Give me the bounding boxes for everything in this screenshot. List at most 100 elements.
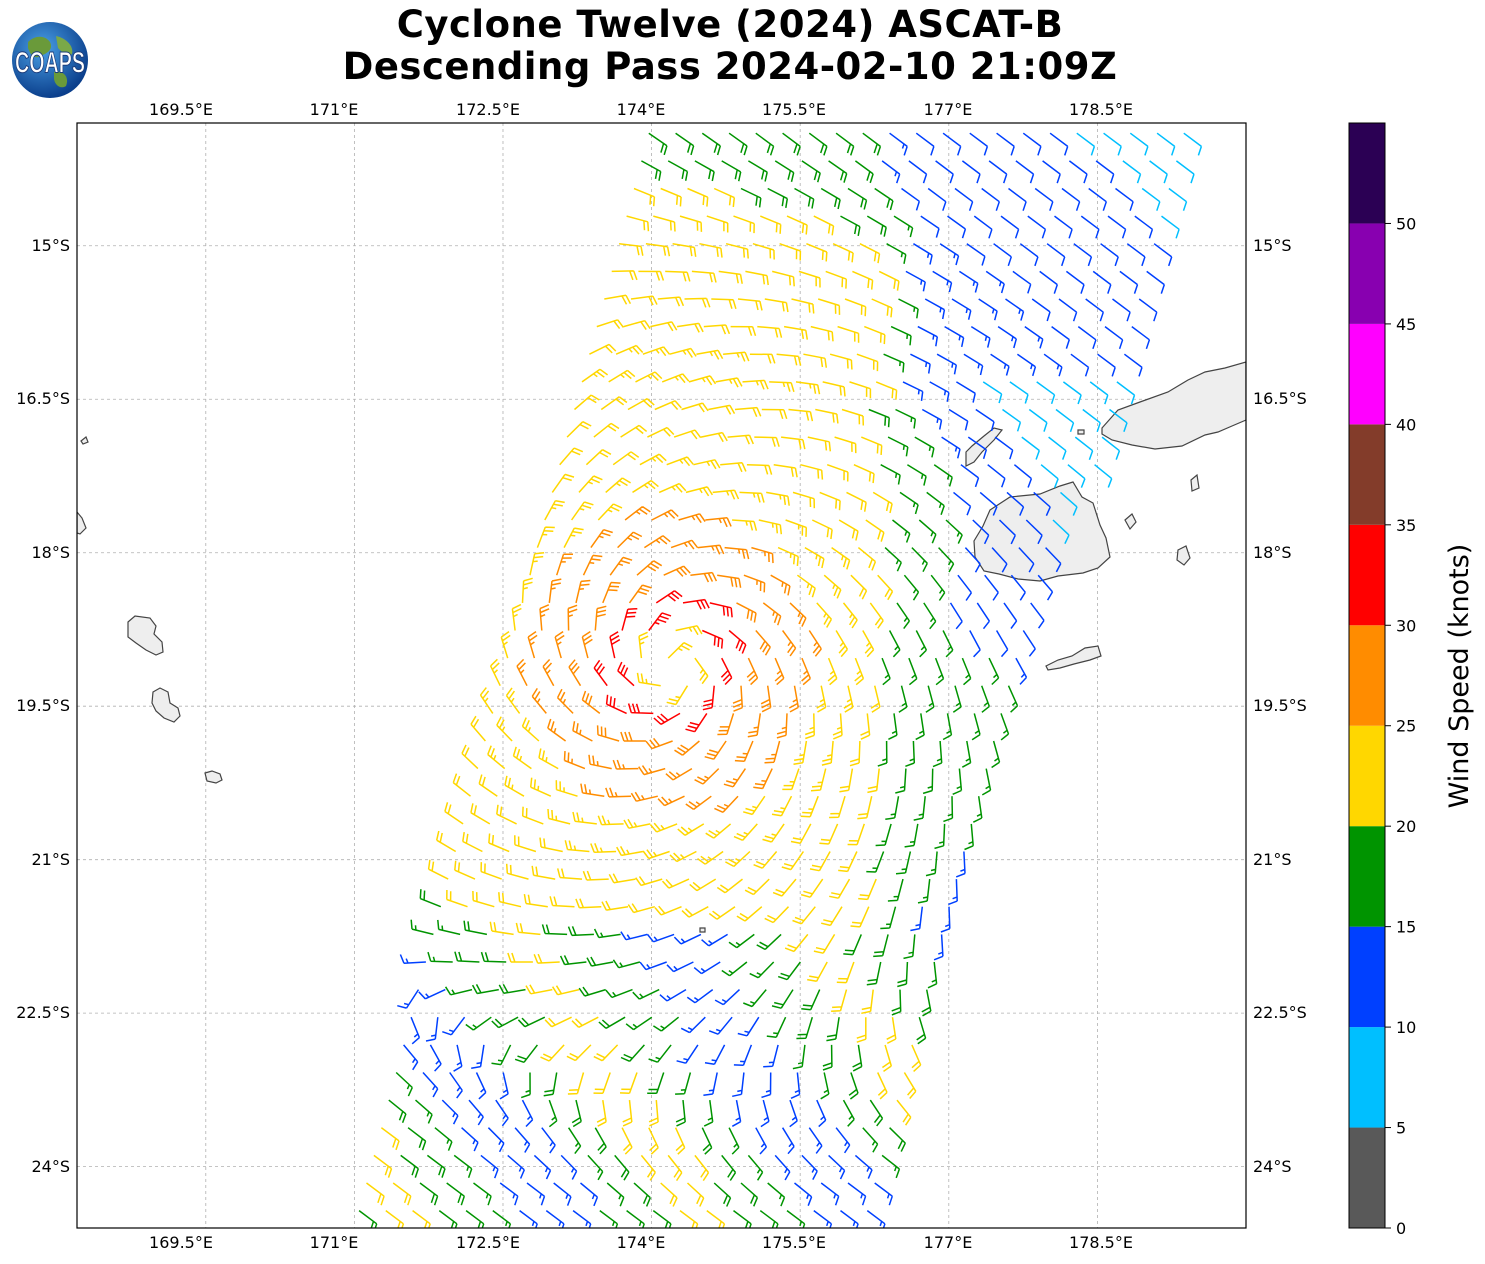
wind-barb <box>1094 464 1113 488</box>
wind-barb <box>659 988 687 1002</box>
wind-barb <box>666 456 694 467</box>
wind-barb <box>566 1044 592 1062</box>
wind-barb <box>680 1016 706 1034</box>
wind-barb <box>874 1182 894 1206</box>
wind-barb <box>679 1210 699 1228</box>
wind-barb <box>395 1071 413 1097</box>
top-lon-tick-label: 172.5°E <box>456 100 520 119</box>
wind-barb <box>941 436 961 459</box>
wind-barb <box>660 187 682 207</box>
wind-barb <box>776 353 802 366</box>
wind-barb <box>786 1210 806 1228</box>
wind-barb <box>670 539 699 550</box>
wind-barb <box>885 796 900 821</box>
wind-barb <box>590 843 617 854</box>
wind-barb <box>454 860 476 880</box>
wind-barb <box>838 519 859 541</box>
wind-barb <box>446 889 468 908</box>
wind-barb <box>679 215 703 232</box>
wind-barb <box>854 160 874 184</box>
wind-barb <box>861 436 883 455</box>
wind-barb <box>614 1154 630 1181</box>
map-plot-area <box>77 123 1246 1228</box>
wind-barb <box>505 863 529 880</box>
right-lat-tick-label: 18°S <box>1253 543 1292 562</box>
wind-barb <box>685 486 714 497</box>
wind-barb <box>731 1099 742 1127</box>
wind-barb <box>967 436 988 460</box>
wind-barb <box>388 1099 407 1124</box>
wind-barb <box>1141 187 1161 211</box>
wind-barb <box>627 398 655 411</box>
wind-barb <box>615 344 644 355</box>
wind-barb <box>563 751 586 770</box>
wind-barb <box>553 1182 572 1206</box>
wind-barb <box>760 685 772 713</box>
wind-barb <box>596 1099 607 1127</box>
wind-barb <box>842 1099 855 1127</box>
wind-barb <box>932 270 953 293</box>
wind-barb <box>706 1210 726 1228</box>
wind-barb <box>549 896 575 908</box>
wind-barb <box>643 535 671 549</box>
wind-barb <box>785 519 808 537</box>
wind-barb <box>575 898 602 909</box>
wind-barb <box>807 961 828 983</box>
wind-barb <box>1016 353 1037 377</box>
wind-barb <box>673 429 702 440</box>
wind-barb <box>763 1044 779 1068</box>
wind-barb <box>792 1044 806 1070</box>
wind-barb <box>453 1154 473 1178</box>
wind-barb <box>582 554 603 576</box>
wind-barb <box>828 160 848 183</box>
wind-barb <box>521 806 544 825</box>
wind-barb <box>358 1210 378 1228</box>
wind-barb <box>566 421 592 438</box>
wind-barb <box>725 242 749 259</box>
efate-island <box>127 615 164 656</box>
wind-barb <box>570 501 594 521</box>
colorbar-bin <box>1349 625 1385 726</box>
wind-barb <box>632 479 659 494</box>
wind-barb <box>808 1127 823 1154</box>
wind-barb <box>783 325 809 340</box>
wind-barb <box>700 431 728 443</box>
wind-barb <box>801 657 811 686</box>
wind-barb <box>601 900 629 911</box>
wind-barb <box>685 712 708 733</box>
wind-barb <box>623 818 651 829</box>
wind-barb <box>961 657 972 686</box>
wind-barb <box>704 1044 726 1066</box>
wind-barb <box>489 921 514 936</box>
wind-barb <box>427 859 449 880</box>
wind-barb <box>519 1210 538 1228</box>
wind-barb <box>489 658 501 687</box>
wind-barb <box>953 491 972 516</box>
wind-barb <box>560 1154 578 1180</box>
wind-barb <box>605 988 633 999</box>
wind-barb <box>755 630 771 656</box>
wind-barb <box>886 1017 897 1044</box>
wind-barb <box>875 381 898 400</box>
wind-barb <box>619 242 644 256</box>
wind-barb <box>572 811 597 825</box>
wind-barb <box>747 1154 764 1181</box>
wind-barb <box>969 132 989 156</box>
right-lat-tick-label: 21°S <box>1253 850 1292 869</box>
wind-barb <box>612 759 639 770</box>
wind-barb <box>821 906 843 927</box>
wind-barb <box>1088 187 1108 211</box>
wind-barb <box>1037 574 1054 601</box>
wind-barb <box>542 658 555 687</box>
colorbar: 0 5 10 15 20 25 30 35 40 45 50 Wind Speed (knots) <box>1348 122 1475 1238</box>
wind-barb <box>761 408 788 420</box>
wind-barb <box>724 546 750 560</box>
left-lat-tick-label: 16.5°S <box>16 389 70 408</box>
wind-barb <box>1052 519 1070 545</box>
wind-barb <box>1089 381 1109 405</box>
wind-barb <box>881 160 901 184</box>
colorbar-tick-label: 35 <box>1396 516 1416 535</box>
wind-barb <box>881 657 891 686</box>
wind-barb <box>774 1154 791 1181</box>
wind-barb <box>954 187 974 211</box>
